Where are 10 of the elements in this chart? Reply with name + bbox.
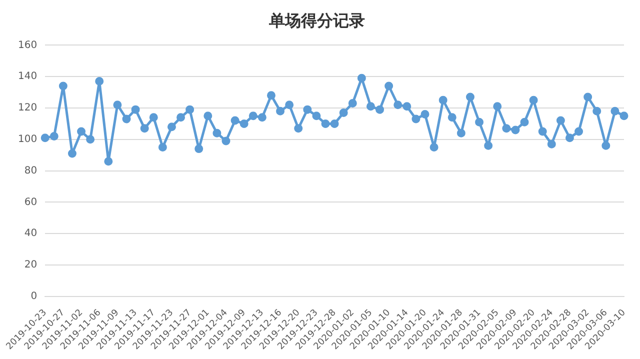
y-tick-label: 20 (24, 260, 38, 271)
chart-title: 单场得分记录 (268, 10, 365, 30)
y-tick-label: 80 (24, 165, 38, 176)
y-tick-label: 100 (18, 134, 38, 145)
y-tick-label: 160 (18, 40, 38, 51)
y-tick-label: 40 (24, 228, 38, 240)
y-tick-label: 140 (18, 71, 38, 82)
y-tick-label: 0 (30, 290, 38, 302)
y-tick-label: 120 (18, 102, 38, 114)
y-tick-label: 60 (24, 196, 38, 208)
